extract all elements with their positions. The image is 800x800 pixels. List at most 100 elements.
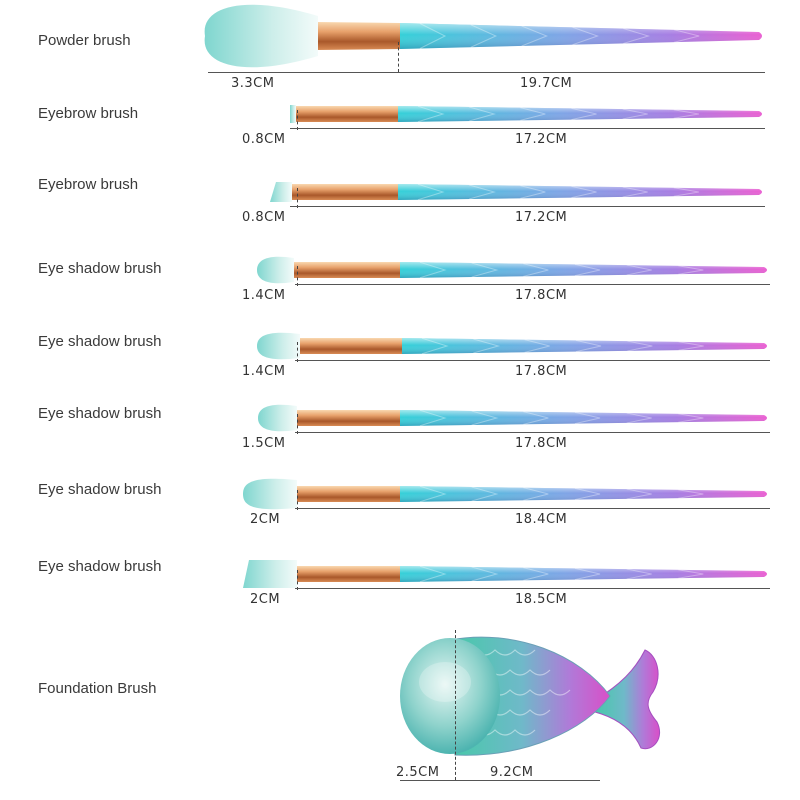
handle-facet [419,409,447,427]
handle-facet [524,339,550,353]
handle-facet [622,108,648,120]
brush-label: Eye shadow brush [38,558,162,575]
handle-facet [627,340,653,352]
brush-handle-shine [400,262,767,278]
handle-length: 19.7CM [520,76,573,91]
brush-handle-shine [400,486,767,502]
brush-bristles [243,560,297,588]
handle-facet [471,410,499,426]
handle-facet [574,263,601,277]
handle-facet [673,109,699,119]
foundation-baseline [400,780,600,781]
handle-facet [626,488,652,500]
brush-ferrule [297,486,400,502]
brush-label: Eyebrow brush [38,176,139,193]
foundation-divider [455,630,456,780]
brush-handle-shine [398,184,762,200]
handle-length: 18.4CM [515,512,568,527]
brush-bristles [290,105,296,123]
handle-facet [574,411,601,425]
head-handle-divider [398,42,399,72]
handle-length: 17.8CM [515,288,568,303]
handle-facet [673,187,699,197]
handle-facet [678,569,704,579]
brush-image [270,182,762,202]
brush-label: Eye shadow brush [38,405,162,422]
brush-bristles [270,182,292,202]
handle-facet [421,337,449,355]
handle-facet [678,413,704,423]
head-length: 0.8CM [242,210,286,225]
head-handle-divider [297,490,298,510]
brush-ferrule [300,338,402,354]
handle-facet [678,265,704,275]
handle-facet [471,262,499,278]
handle-facet [521,25,549,47]
brush-handle-shine [400,410,767,426]
brush-ferrule [297,410,400,426]
head-length: 2CM [250,512,281,527]
measure-line [295,432,770,433]
brush-bristles [257,256,294,284]
brush-row: Eye shadow brush 1.5CM 17.8CM [0,398,800,458]
handle-facet [574,567,601,581]
brush-bristles [257,332,300,360]
handle-length: 17.8CM [515,364,568,379]
foundation-handle-length: 9.2CM [490,765,534,780]
head-length: 3.3CM [231,76,275,91]
handle-facet [623,28,651,44]
measure-line [295,508,770,509]
handle-facet [626,264,652,276]
measure-line [295,360,770,361]
brush-handle-shine [402,338,767,354]
head-handle-divider [297,266,298,286]
brush-image [204,4,762,68]
brush-image [258,404,767,432]
brush-label: Powder brush [38,32,131,49]
brush-label: Eyebrow brush [38,105,139,122]
head-length: 1.4CM [242,364,286,379]
brush-image [243,478,767,510]
brush-row: Eyebrow brush 0.8CM 17.2CM [0,166,800,225]
handle-facet [471,566,499,582]
brush-bristles [204,4,318,68]
head-handle-divider [297,414,298,434]
head-handle-divider [297,342,298,362]
brush-handle-shine [400,23,762,49]
handle-facet [419,261,447,279]
handle-facet [471,486,499,502]
head-length: 1.5CM [242,436,286,451]
measure-line [295,588,770,589]
brush-bristles [243,478,297,510]
handle-length: 17.2CM [515,210,568,225]
brush-ferrule [318,22,400,50]
brush-bristles [258,404,297,432]
brush-image [290,105,762,123]
brush-label: Eye shadow brush [38,333,162,350]
measure-line [290,206,765,207]
handle-facet [572,26,600,46]
handle-facet [678,489,704,499]
brush-row: Eye shadow brush 2CM 18.4CM [0,472,800,534]
handle-facet [419,565,447,583]
handle-facet [419,485,447,503]
handle-facet [523,263,549,277]
head-handle-divider [297,188,298,208]
mermaid-foundation-brush-image [400,636,661,756]
foundation-row: Foundation Brush 2.5CM 9.2CM [0,630,800,800]
handle-facet [473,338,501,354]
handle-facet [674,29,700,43]
brush-ferrule [294,262,400,278]
brush-row: Eye shadow brush 2CM 18.5CM [0,550,800,612]
handle-length: 17.2CM [515,132,568,147]
handle-facet [622,186,648,198]
brush-ferrule [296,106,398,122]
foundation-label: Foundation Brush [38,680,157,697]
head-handle-divider [297,570,298,590]
handle-facet [523,487,549,501]
measure-line [208,72,765,73]
brush-row: Eye shadow brush 1.4CM 17.8CM [0,248,800,308]
handle-facet [470,24,498,48]
brush-image [243,560,767,588]
measure-line [295,284,770,285]
